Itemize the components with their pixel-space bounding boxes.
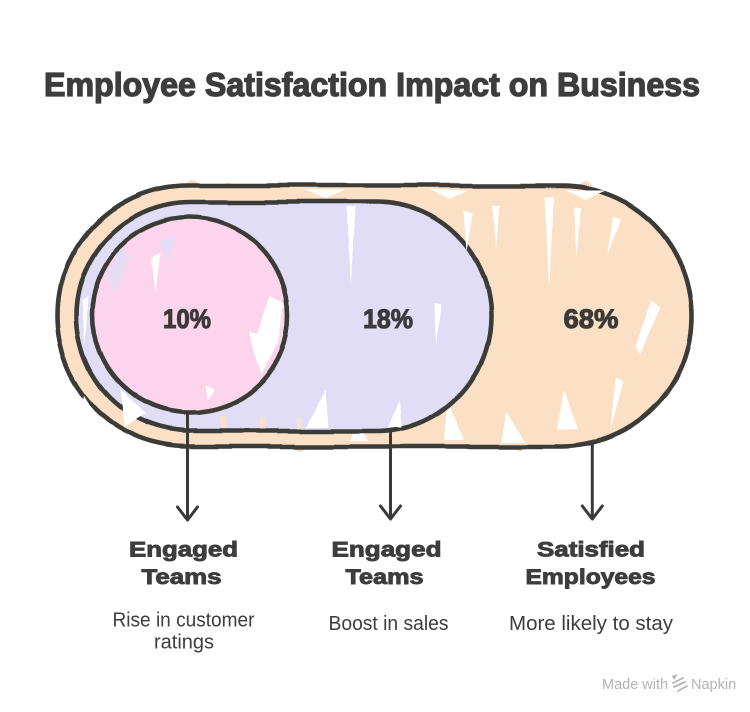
svg-text:Teams: Teams xyxy=(142,565,222,589)
svg-text:68%: 68% xyxy=(564,304,619,334)
svg-text:Engaged: Engaged xyxy=(332,538,442,562)
svg-text:18%: 18% xyxy=(363,304,413,334)
svg-text:Rise in customer: Rise in customer xyxy=(113,610,255,632)
svg-text:Employee Satisfaction Impact o: Employee Satisfaction Impact on Business xyxy=(44,66,700,103)
svg-text:Satisfied: Satisfied xyxy=(537,538,645,562)
svg-text:10%: 10% xyxy=(163,304,211,334)
svg-text:Made with: Made with xyxy=(602,677,668,693)
svg-text:Napkin: Napkin xyxy=(691,677,736,693)
svg-text:Teams: Teams xyxy=(346,565,424,589)
svg-text:Engaged: Engaged xyxy=(129,538,238,562)
svg-text:More likely to stay: More likely to stay xyxy=(509,613,673,635)
svg-text:Employees: Employees xyxy=(526,565,656,589)
svg-text:ratings: ratings xyxy=(154,632,214,654)
svg-text:Boost in sales: Boost in sales xyxy=(329,613,449,635)
